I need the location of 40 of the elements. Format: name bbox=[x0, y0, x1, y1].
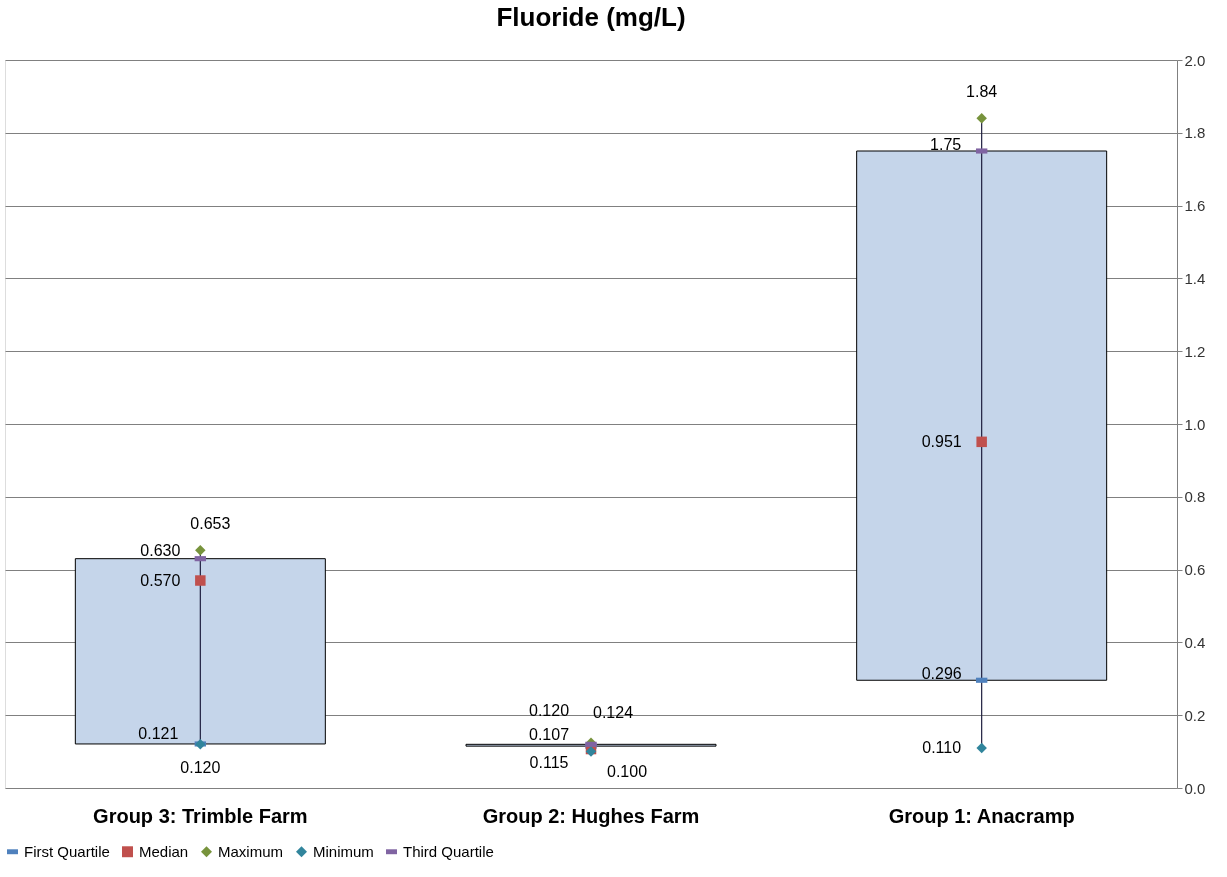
y-tick-label: 1.2 bbox=[1184, 342, 1206, 360]
data-label: 0.115 bbox=[529, 754, 569, 772]
y-tick-label: 1.0 bbox=[1184, 415, 1206, 433]
data-label: 0.110 bbox=[922, 738, 962, 756]
x-tick-label: Group 1: Anacramp bbox=[888, 804, 1075, 827]
y-tick-label: 0.2 bbox=[1184, 706, 1206, 724]
data-label: 1.84 bbox=[966, 83, 998, 101]
point bbox=[976, 436, 987, 448]
x-tick-label: Group 3: Trimble Farm bbox=[93, 804, 308, 827]
point bbox=[976, 113, 987, 124]
data-label: 0.296 bbox=[921, 665, 962, 683]
data-label: 0.100 bbox=[606, 762, 648, 780]
data-label: 0.630 bbox=[140, 541, 181, 559]
data-label: 1.75 bbox=[930, 136, 962, 153]
chart-title: Fluoride (mg/L) bbox=[496, 2, 686, 32]
data-label: 0.107 bbox=[528, 726, 570, 744]
legend-label: Maximum bbox=[218, 842, 284, 860]
y-tick-label: 1.6 bbox=[1184, 197, 1206, 215]
data-label: 0.570 bbox=[140, 571, 181, 589]
legend-label: First Quartile bbox=[24, 842, 110, 860]
y-tick-label: 0.0 bbox=[1184, 779, 1206, 797]
point bbox=[195, 575, 206, 586]
point bbox=[976, 742, 987, 754]
y-tick-label: 0.4 bbox=[1184, 633, 1206, 651]
y-tick-label: 2.0 bbox=[1184, 51, 1206, 69]
y-tick-label: 0.6 bbox=[1184, 561, 1206, 579]
data-label: 0.120 bbox=[528, 702, 570, 720]
legend-label: Median bbox=[139, 842, 189, 860]
data-label: 0.124 bbox=[592, 703, 634, 721]
data-label: 0.121 bbox=[138, 724, 179, 742]
point bbox=[195, 545, 206, 556]
y-tick-label: 0.8 bbox=[1184, 488, 1206, 506]
data-label: 0.653 bbox=[190, 515, 231, 533]
y-tick-label: 1.4 bbox=[1184, 269, 1206, 287]
x-tick-label: Group 2: Hughes Farm bbox=[482, 804, 700, 827]
y-tick-label: 1.8 bbox=[1184, 124, 1206, 142]
data-label: 0.120 bbox=[180, 759, 221, 777]
legend-label: Minimum bbox=[313, 842, 374, 860]
legend-label: Third Quartile bbox=[403, 842, 494, 860]
data-label: 0.951 bbox=[921, 432, 962, 450]
